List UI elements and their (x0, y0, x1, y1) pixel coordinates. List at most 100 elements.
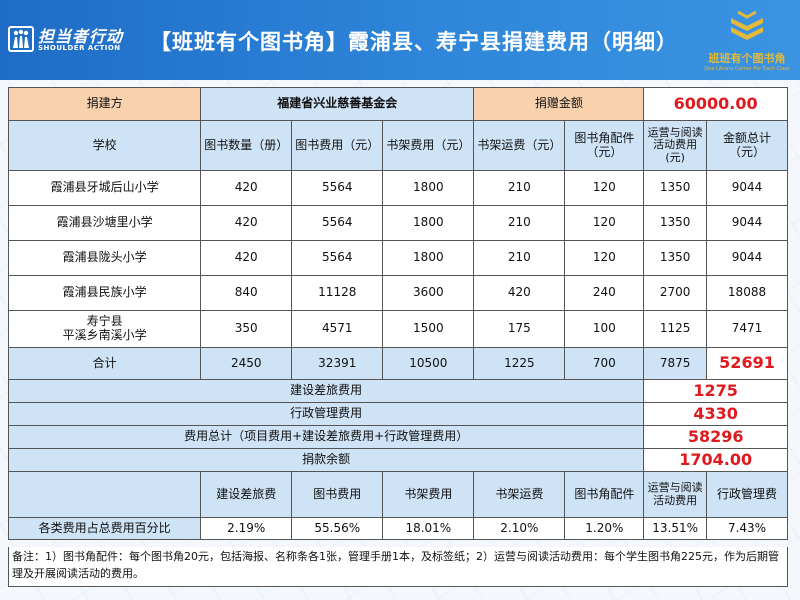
table-row: 寿宁县 平溪乡南溪小学 350 4571 1500 175 100 1125 7… (7, 310, 788, 348)
amount-value: 60000.00 (643, 87, 788, 121)
pct-header-admin: 行政管理费 (706, 471, 788, 518)
summary-label: 费用总计（项目费用+建设差旅费用+行政管理费用） (7, 425, 645, 449)
cell-operations: 1125 (643, 310, 708, 348)
school-name: 霞浦县沙塘里小学 (7, 205, 202, 241)
total-book-count: 2450 (200, 347, 293, 380)
summary-value: 58296 (643, 425, 788, 449)
summary-row: 建设差旅费用 1275 (7, 379, 788, 403)
pct-operations: 13.51% (643, 517, 708, 540)
cell-operations: 2700 (643, 275, 708, 311)
pct-header-shelves: 书架费用 (382, 471, 475, 518)
cell-shelf-cost: 1500 (382, 310, 475, 348)
grand-total: 52691 (706, 347, 788, 380)
summary-row: 费用总计（项目费用+建设差旅费用+行政管理费用） 58296 (7, 425, 788, 449)
cell-accessories: 240 (564, 275, 645, 311)
cell-book-count: 420 (200, 205, 293, 241)
org-name: 担当者行动 (38, 27, 124, 46)
shoulder-action-logo: 担当者行动 SHOULDER ACTION (8, 22, 148, 60)
cell-total: 9044 (706, 205, 788, 241)
cell-total: 7471 (706, 310, 788, 348)
summary-row: 行政管理费用 4330 (7, 402, 788, 426)
cell-shelf-shipping: 420 (473, 275, 566, 311)
summary-value: 1275 (643, 379, 788, 403)
total-book-cost: 32391 (291, 347, 384, 380)
school-name: 霞浦县民族小学 (7, 275, 202, 311)
cell-accessories: 120 (564, 205, 645, 241)
col-header-book-cost: 图书费用（元） (291, 120, 384, 171)
library-logo-subtext: One Library Corner For Each Class (704, 66, 790, 72)
cell-book-count: 420 (200, 170, 293, 206)
pct-header-operations: 运营与阅读活动费用 (643, 471, 708, 518)
summary-label: 捐款余额 (7, 448, 645, 472)
cell-shelf-shipping: 175 (473, 310, 566, 348)
cell-shelf-shipping: 210 (473, 240, 566, 276)
cell-book-count: 350 (200, 310, 293, 348)
col-header-accessories: 图书角配件（元） (564, 120, 645, 171)
percentage-row: 各类费用占总费用百分比 2.19% 55.56% 18.01% 2.10% 1.… (7, 517, 788, 540)
total-shelf-cost: 10500 (382, 347, 475, 380)
summary-row: 捐款余额 1704.00 (7, 448, 788, 472)
cell-operations: 1350 (643, 170, 708, 206)
pct-travel: 2.19% (200, 517, 293, 540)
total-accessories: 700 (564, 347, 645, 380)
library-logo-text: 班班有个图书角 (708, 52, 786, 65)
library-corner-logo: 班班有个图书角 One Library Corner For Each Clas… (698, 8, 796, 76)
cell-book-cost: 5564 (291, 205, 384, 241)
school-name: 霞浦县牙城后山小学 (7, 170, 202, 206)
col-header-operations: 运营与阅读活动费用(元) (643, 120, 708, 171)
pct-header-accessories: 图书角配件 (564, 471, 645, 518)
percentage-header-row: 建设差旅费 图书费用 书架费用 书架运费 图书角配件 运营与阅读活动费用 行政管… (7, 471, 788, 518)
page-title: 【班班有个图书角】霞浦县、寿宁县捐建费用（明细） (150, 30, 678, 54)
cell-accessories: 120 (564, 240, 645, 276)
cell-book-cost: 5564 (291, 240, 384, 276)
cell-accessories: 100 (564, 310, 645, 348)
pct-header-shipping: 书架运费 (473, 471, 566, 518)
donor-row: 捐建方 福建省兴业慈善基金会 捐赠金额 60000.00 (7, 87, 788, 121)
cell-shelf-cost: 1800 (382, 170, 475, 206)
cell-book-cost: 11128 (291, 275, 384, 311)
pct-header-travel: 建设差旅费 (200, 471, 293, 518)
table-row: 霞浦县沙塘里小学 420 5564 1800 210 120 1350 9044 (7, 205, 788, 241)
cell-book-cost: 4571 (291, 310, 384, 348)
cell-book-count: 840 (200, 275, 293, 311)
org-subtitle: SHOULDER ACTION (38, 44, 121, 52)
pct-header-books: 图书费用 (291, 471, 384, 518)
cell-book-cost: 5564 (291, 170, 384, 206)
totals-row: 合计 2450 32391 10500 1225 700 7875 52691 (7, 347, 788, 380)
school-name: 寿宁县 平溪乡南溪小学 (7, 310, 202, 348)
summary-value: 1704.00 (643, 448, 788, 472)
pct-admin: 7.43% (706, 517, 788, 540)
summary-label: 行政管理费用 (7, 402, 645, 426)
col-header-book-count: 图书数量（册） (200, 120, 293, 171)
cell-book-count: 420 (200, 240, 293, 276)
column-header-row: 学校 图书数量（册） 图书费用（元） 书架费用（元） 书架运费（元） 图书角配件… (7, 120, 788, 171)
cell-accessories: 120 (564, 170, 645, 206)
col-header-shelf-cost: 书架费用（元） (382, 120, 475, 171)
cell-shelf-cost: 1800 (382, 205, 475, 241)
table-row: 霞浦县牙城后山小学 420 5564 1800 210 120 1350 904… (7, 170, 788, 206)
people-icon (8, 26, 34, 52)
summary-value: 4330 (643, 402, 788, 426)
cell-operations: 1350 (643, 205, 708, 241)
col-header-school: 学校 (7, 120, 202, 171)
school-name: 霞浦县陇头小学 (7, 240, 202, 276)
slide-header: 担当者行动 SHOULDER ACTION 【班班有个图书角】霞浦县、寿宁县捐建… (0, 0, 800, 80)
percentage-label: 各类费用占总费用百分比 (7, 517, 202, 540)
col-header-total: 金额总计（元） (706, 120, 788, 171)
cell-shelf-cost: 3600 (382, 275, 475, 311)
totals-label: 合计 (7, 347, 202, 380)
pct-books: 55.56% (291, 517, 384, 540)
donor-name: 福建省兴业慈善基金会 (200, 87, 475, 121)
table-row: 霞浦县民族小学 840 11128 3600 420 240 2700 1808… (7, 275, 788, 311)
pct-accessories: 1.20% (564, 517, 645, 540)
footnote: 备注：1）图书角配件：每个图书角20元，包括海报、名称条各1张，管理手册1本，及… (8, 547, 788, 587)
expense-table: 捐建方 福建省兴业慈善基金会 捐赠金额 60000.00 学校 图书数量（册） … (7, 87, 788, 540)
donor-label: 捐建方 (7, 87, 202, 121)
percentage-header-blank (7, 471, 202, 518)
cell-total: 18088 (706, 275, 788, 311)
total-shelf-shipping: 1225 (473, 347, 566, 380)
total-operations: 7875 (643, 347, 708, 380)
table-row: 霞浦县陇头小学 420 5564 1800 210 120 1350 9044 (7, 240, 788, 276)
cell-shelf-shipping: 210 (473, 205, 566, 241)
cell-shelf-shipping: 210 (473, 170, 566, 206)
